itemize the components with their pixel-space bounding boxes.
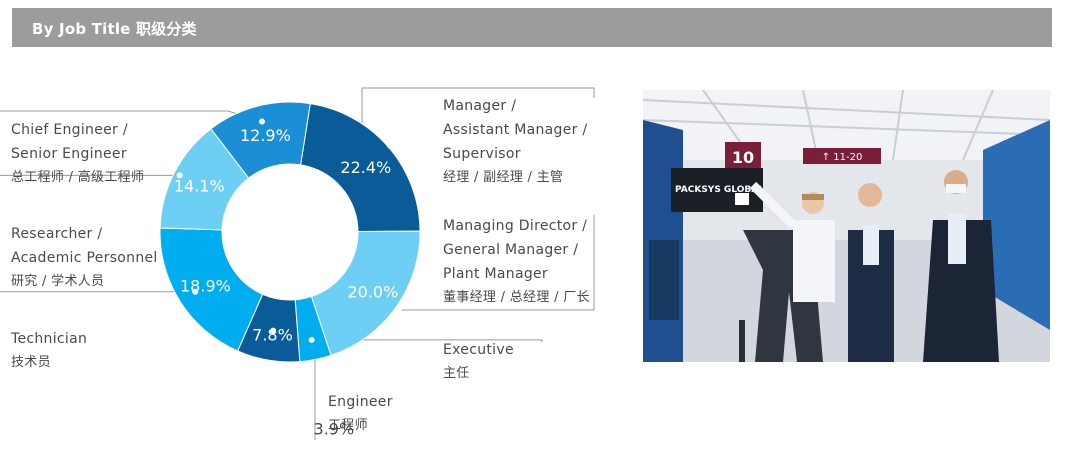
category-label: Engineer 工程师 [328,390,393,438]
percent-label: 12.9% [240,126,291,145]
booth-sign: PACKSYS GLOBAL [675,185,764,195]
category-label-en: Assistant Manager / [443,122,588,138]
category-label-cn: 研究 / 学术人员 [11,274,105,289]
category-label: Technician 技术员 [11,327,87,375]
category-label-en: Managing Director / [443,218,588,234]
category-label: Manager / Assistant Manager / Supervisor 经理… [443,94,587,190]
percent-label: 3.9% [314,420,355,439]
percent-label: 14.1% [174,176,225,195]
category-label: Executive 主任 [443,338,514,386]
category-label-en: Senior Engineer [11,146,127,162]
category-label-cn: 经理 / 副经理 / 主管 [443,170,564,185]
hall-number-sign: 10 [732,148,754,167]
section-title: By Job Title 职级分类 [32,20,197,38]
category-label: Researcher / Academic Personnel 研究 / 学术人员 [11,222,158,294]
leader-dot [270,327,277,334]
percent-label: 18.9% [180,276,231,295]
category-label-en: Plant Manager [443,266,548,282]
leader-dot [395,307,402,314]
percent-label: 20.0% [347,282,398,301]
leader-dot [308,336,315,343]
leader-line [311,339,543,342]
leader-dot [176,172,183,179]
direction-sign: ↑ 11-20 [822,152,863,163]
category-label-cn: 技术员 [11,355,51,370]
category-label-en: Supervisor [443,146,521,162]
leader-dot [258,118,265,125]
category-label: Managing Director / General Manager / Plan… [443,214,590,310]
category-label-en: General Manager / [443,242,579,258]
leader-dot [192,288,199,295]
category-label-en: Researcher / [11,226,103,242]
category-label: Chief Engineer / Senior Engineer 总工程师 / 高级… [11,118,144,190]
category-label-en: Chief Engineer / [11,122,128,138]
category-label-cn: 总工程师 / 高级工程师 [11,170,145,185]
category-label-en: Engineer [328,394,393,410]
category-label-en: Academic Personnel [11,250,158,266]
donut-chart: 22.4% 20.0% 3.9% 7.8% 18.9% 14.1% 12.9% [0,87,595,440]
donut-slice [300,103,421,233]
leader-dot [387,142,394,149]
category-label-cn: 主任 [443,366,470,381]
donut-slice [310,230,421,357]
donut-slice [210,101,311,179]
category-label-en: Manager / [443,98,517,114]
exhibition-photo: 10 ↑ 11-20 PACKSYS GLOBAL [643,90,1050,362]
donut-slice [159,227,264,352]
leader-line [398,215,595,311]
category-label-en: Executive [443,342,514,358]
percent-label: 22.4% [340,158,391,177]
category-label-en: Technician [11,331,88,347]
percent-label: 7.8% [252,326,293,345]
category-label-cn: 工程师 [328,418,368,433]
category-label-cn: 董事经理 / 总经理 / 厂长 [443,290,590,305]
section-header-bar: By Job Title 职级分类 [12,8,1052,47]
